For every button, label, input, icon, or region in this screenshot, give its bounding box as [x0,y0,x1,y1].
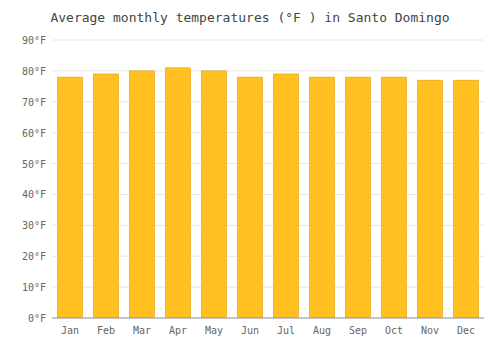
bar [93,74,118,318]
x-tick-label: Mar [133,325,151,336]
grid-line [52,318,484,319]
grid-line [52,40,484,41]
y-tick-label: 20°F [22,251,46,262]
x-axis: Jan Feb Mar Apr May Jun Jul Aug Sep Oct Nov Dec [61,325,475,336]
bar [57,77,82,318]
bar [237,77,262,318]
x-tick-label: Dec [457,325,475,336]
x-tick-label: Jul [277,325,295,336]
bar [201,71,226,318]
x-axis-line [52,318,484,319]
x-tick-label: Sep [349,325,367,336]
bar [129,71,154,318]
grid-line [52,70,484,71]
y-tick-label: 60°F [22,128,46,139]
x-tick-label: Apr [169,325,187,336]
bar [309,77,334,318]
y-tick-label: 80°F [22,66,46,77]
x-tick-label: Jun [241,325,259,336]
y-tick-label: 70°F [22,97,46,108]
bar [381,77,406,318]
page: {"chart_data": {"type": "bar", "title": … [0,0,500,350]
grid [52,40,484,318]
bar [273,74,298,318]
bars [57,68,478,318]
bar [417,80,442,318]
x-tick-label: Feb [97,325,115,336]
y-tick-label: 50°F [22,159,46,170]
bar [345,77,370,318]
x-tick-label: Aug [313,325,331,336]
y-tick-label: 0°F [28,313,46,324]
y-tick-label: 90°F [22,35,46,46]
y-tick-label: 10°F [22,282,46,293]
x-tick-label: May [205,325,223,336]
y-axis: 0°F 10°F 20°F 30°F 40°F 50°F 60°F 70°F 80°F 90°F [22,35,46,324]
x-tick-label: Jan [61,325,79,336]
bar [453,80,478,318]
x-tick-label: Nov [421,325,439,336]
bar [165,68,190,318]
y-tick-label: 40°F [22,189,46,200]
title: Average monthly temperatures (°F ) in Sa… [50,10,449,25]
x-tick-label: Oct [385,325,403,336]
y-tick-label: 30°F [22,220,46,231]
chart: Average monthly temperatures (°F ) in Sa… [0,0,500,350]
